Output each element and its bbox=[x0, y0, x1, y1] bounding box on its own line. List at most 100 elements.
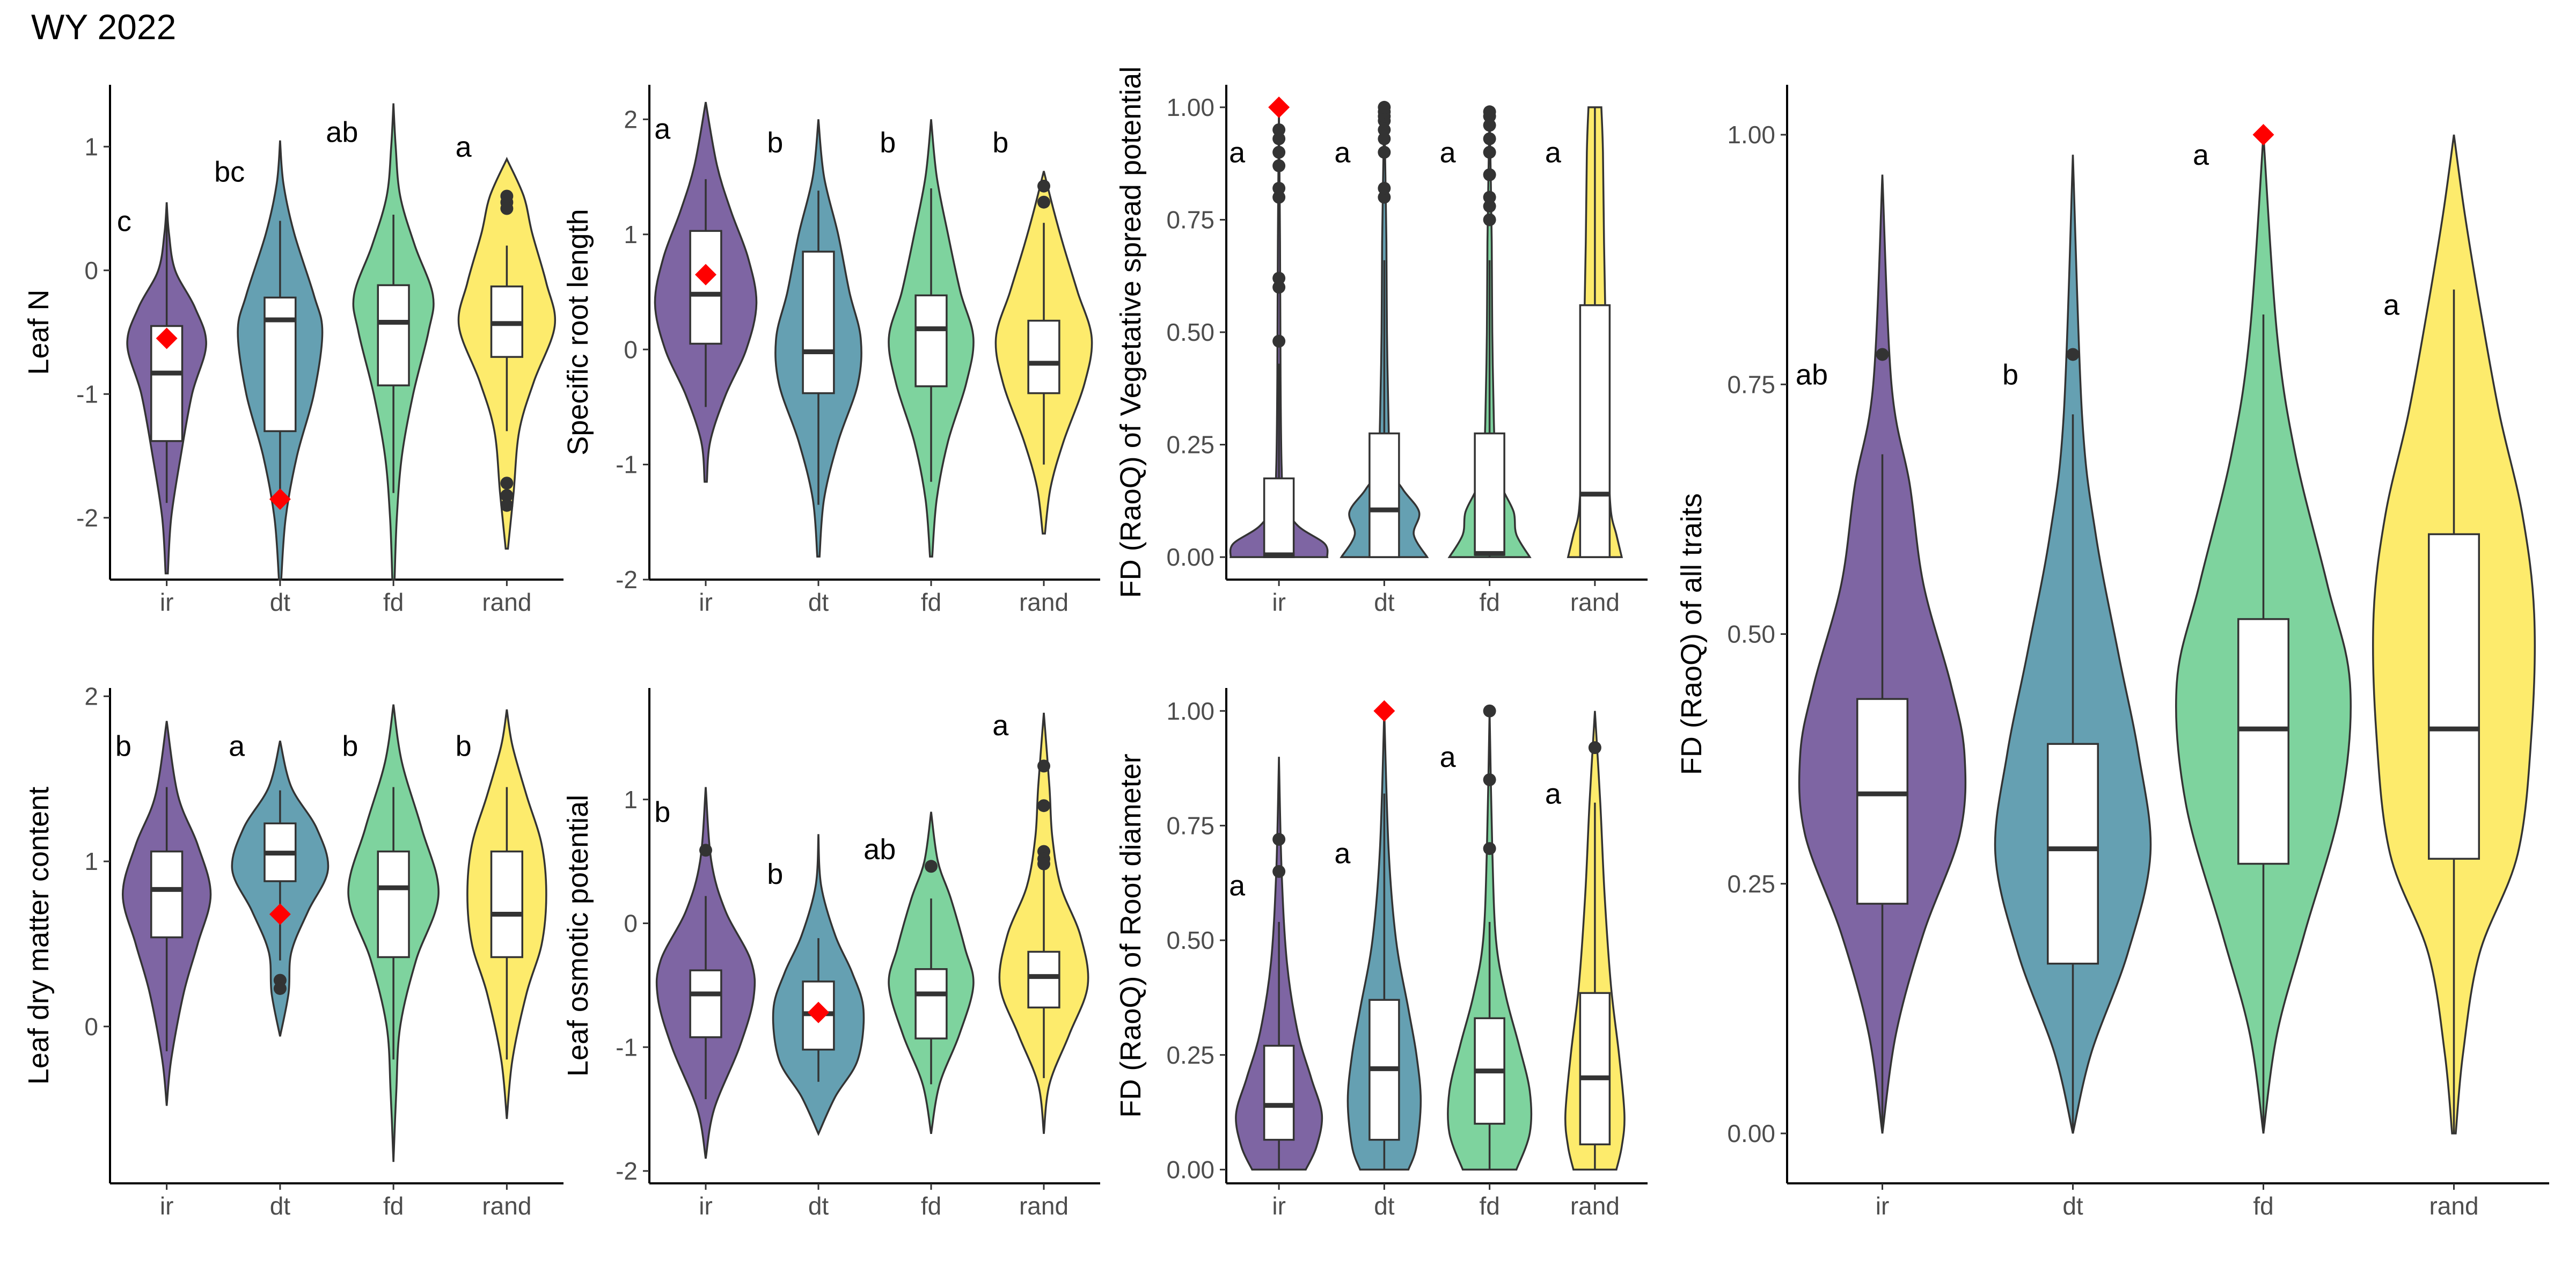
outlier-point bbox=[1272, 145, 1286, 159]
y-tick-label: 2 bbox=[84, 682, 98, 710]
chart-leaf-osmotic: -2 -1 0 1 Leaf osmotic potential ir dt fd rand b b… bbox=[562, 688, 1100, 1220]
box-rand bbox=[1027, 950, 1060, 1009]
significance-letter: a bbox=[1440, 137, 1457, 169]
y-tick-label: 0.50 bbox=[1166, 926, 1214, 954]
violin-group-ir: a bbox=[654, 101, 758, 483]
box-rand bbox=[1027, 319, 1060, 394]
significance-letter: a bbox=[1229, 137, 1246, 169]
significance-letter: a bbox=[1545, 137, 1562, 169]
violin-group-rand: a bbox=[1545, 106, 1623, 558]
box-fd bbox=[377, 284, 410, 386]
box-ir bbox=[1263, 477, 1295, 558]
box-fd bbox=[1474, 432, 1505, 556]
outlier-point bbox=[1483, 168, 1496, 181]
reference-marker bbox=[1373, 700, 1395, 722]
y-axis-label: FD (RaoQ) of Vegetative spread potential bbox=[1115, 67, 1147, 598]
x-tick-label: dt bbox=[270, 588, 291, 616]
outlier-point bbox=[1037, 195, 1050, 209]
y-tick-label: 1 bbox=[84, 847, 98, 875]
outlier-point bbox=[1378, 145, 1391, 159]
violin-group-ir: a bbox=[1229, 96, 1329, 558]
outlier-point bbox=[1483, 842, 1496, 855]
y-tick-label: 2 bbox=[624, 105, 638, 133]
outlier-point bbox=[1483, 119, 1496, 132]
significance-letter: b bbox=[456, 730, 472, 763]
significance-letter: b bbox=[767, 127, 783, 159]
outlier-point bbox=[1483, 132, 1496, 145]
y-tick-label: 1.00 bbox=[1727, 121, 1775, 149]
violin-group-fd: a bbox=[1440, 105, 1532, 558]
outlier-point bbox=[1378, 181, 1391, 195]
significance-letter: ab bbox=[326, 116, 358, 148]
x-tick-label: fd bbox=[383, 1192, 404, 1220]
violin-group-fd: ab bbox=[326, 103, 435, 581]
y-tick-label: 0.50 bbox=[1727, 620, 1775, 648]
box-ir bbox=[689, 230, 722, 345]
outlier-point bbox=[1272, 159, 1286, 172]
violin-group-dt: b bbox=[767, 834, 865, 1136]
box-fd bbox=[914, 968, 948, 1040]
outlier-point bbox=[1037, 759, 1050, 773]
x-tick-label: dt bbox=[2062, 1192, 2083, 1220]
x-tick-label: fd bbox=[921, 588, 941, 616]
significance-letter: a bbox=[1334, 838, 1351, 870]
y-tick-label: -2 bbox=[76, 504, 98, 532]
significance-letter: b bbox=[654, 796, 670, 829]
outlier-point bbox=[1378, 191, 1391, 204]
chart-leaf-dry-matter: 0 1 2 Leaf dry matter content ir dt fd rand b a b b bbox=[23, 682, 564, 1220]
x-tick-label: dt bbox=[1374, 588, 1395, 616]
x-tick-label: ir bbox=[160, 588, 174, 616]
violin-group-rand: b bbox=[456, 709, 547, 1119]
x-tick-label: ir bbox=[699, 588, 713, 616]
x-tick-label: fd bbox=[2253, 1192, 2273, 1220]
reference-marker bbox=[808, 1001, 829, 1023]
outlier-point bbox=[273, 982, 287, 995]
outlier-point bbox=[1483, 773, 1496, 786]
significance-letter: b bbox=[880, 127, 896, 159]
x-tick-label: rand bbox=[1019, 588, 1069, 616]
outlier-point bbox=[1483, 105, 1496, 119]
y-tick-label: -2 bbox=[616, 566, 638, 594]
significance-letter: a bbox=[1545, 778, 1562, 810]
box-fd bbox=[377, 850, 410, 958]
violin-group-dt: bc bbox=[214, 140, 324, 581]
box-ir bbox=[689, 969, 722, 1038]
y-tick-label: 0.25 bbox=[1166, 431, 1214, 459]
box-rand bbox=[490, 850, 523, 958]
outlier-point bbox=[1378, 132, 1391, 145]
outlier-point bbox=[1876, 348, 1889, 361]
y-axis-label: Leaf N bbox=[23, 289, 55, 375]
x-tick-label: rand bbox=[482, 1192, 531, 1220]
violin-group-ir: b bbox=[115, 721, 212, 1106]
violin-group-ir: b bbox=[654, 787, 756, 1159]
y-tick-label: 1.00 bbox=[1166, 697, 1214, 725]
reference-marker bbox=[269, 903, 291, 925]
outlier-point bbox=[2066, 348, 2080, 361]
significance-letter: a bbox=[1229, 869, 1246, 902]
figure-title: WY 2022 bbox=[31, 7, 177, 47]
x-tick-label: rand bbox=[1019, 1192, 1069, 1220]
outlier-point bbox=[1272, 132, 1286, 145]
box-rand bbox=[1579, 304, 1611, 558]
box-dt bbox=[1368, 432, 1400, 558]
box-fd bbox=[2237, 618, 2289, 865]
outlier-point bbox=[500, 489, 514, 502]
x-tick-label: dt bbox=[808, 1192, 829, 1220]
outlier-point bbox=[500, 202, 514, 215]
significance-letter: b bbox=[2002, 359, 2018, 391]
significance-letter: b bbox=[992, 127, 1008, 159]
y-axis-label: Specific root length bbox=[562, 209, 594, 455]
x-tick-label: fd bbox=[1479, 588, 1499, 616]
violin-group-dt: a bbox=[1334, 100, 1429, 558]
outlier-point bbox=[1483, 145, 1496, 159]
y-tick-label: -1 bbox=[76, 380, 98, 408]
box-rand bbox=[2428, 533, 2480, 860]
outlier-point bbox=[1037, 857, 1050, 870]
violin-group-fd: a bbox=[1440, 704, 1533, 1171]
outlier-point bbox=[1483, 191, 1496, 204]
x-tick-label: rand bbox=[1570, 588, 1620, 616]
x-tick-label: dt bbox=[270, 1192, 291, 1220]
significance-letter: b bbox=[342, 730, 358, 763]
y-tick-label: 1 bbox=[624, 221, 638, 248]
